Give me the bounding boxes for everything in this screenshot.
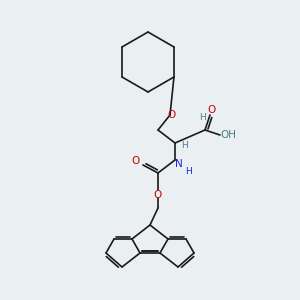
Text: N: N — [175, 159, 183, 169]
Text: H: H — [199, 113, 206, 122]
Text: O: O — [167, 110, 175, 120]
Text: O: O — [153, 190, 161, 200]
Text: O: O — [208, 105, 216, 115]
Text: H: H — [181, 142, 188, 151]
Text: OH: OH — [220, 130, 236, 140]
Text: O: O — [132, 156, 140, 166]
Text: H: H — [184, 167, 191, 176]
